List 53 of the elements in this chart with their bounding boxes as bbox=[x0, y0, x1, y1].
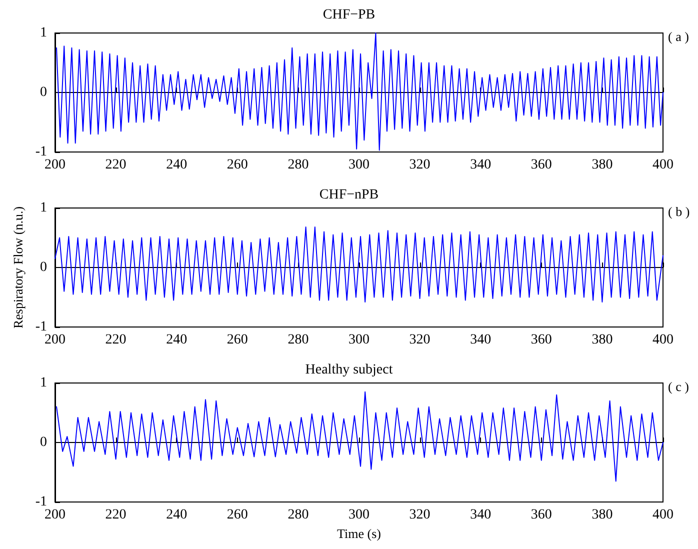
x-tick-label: 240 bbox=[166, 158, 188, 172]
x-tick-label: 340 bbox=[470, 508, 492, 522]
y-tick-label: 1 bbox=[40, 200, 47, 216]
y-tick-label: 1 bbox=[40, 376, 47, 390]
x-tick-label: 260 bbox=[226, 158, 248, 172]
text: ( c ) bbox=[668, 379, 689, 394]
x-tick-label: 400 bbox=[652, 332, 674, 348]
x-tick-label: 240 bbox=[166, 332, 188, 348]
x-tick-label: 340 bbox=[470, 332, 492, 348]
x-tick-label: 300 bbox=[348, 508, 370, 522]
x-tick-label: 300 bbox=[348, 332, 370, 348]
x-tick-label: 380 bbox=[592, 332, 613, 348]
y-tick-label: 0 bbox=[40, 260, 47, 275]
x-tick-label: 380 bbox=[592, 508, 613, 522]
x-axis-title: Time (s) bbox=[337, 526, 381, 541]
x-tick-label: 320 bbox=[409, 332, 430, 348]
y-tick-label: -1 bbox=[35, 320, 47, 334]
x-tick-label: 200 bbox=[44, 332, 66, 348]
y-tick-label: 0 bbox=[40, 435, 47, 450]
x-tick-label: 280 bbox=[288, 508, 309, 522]
line-series bbox=[56, 391, 664, 482]
y-tick-label: -1 bbox=[35, 494, 47, 510]
x-tick-label: 280 bbox=[288, 332, 309, 348]
x-tick-label: 400 bbox=[652, 158, 674, 172]
x-tick-label: 360 bbox=[530, 158, 552, 172]
x-tick-label: 300 bbox=[348, 158, 370, 172]
x-tick-label: 220 bbox=[105, 332, 126, 348]
x-tick-label: 340 bbox=[470, 158, 492, 172]
line-series bbox=[56, 32, 664, 151]
text: ( b ) bbox=[668, 204, 690, 219]
x-tick-label: 360 bbox=[530, 332, 552, 348]
x-tick-label: 220 bbox=[105, 158, 126, 172]
y-tick-label: 0 bbox=[40, 85, 47, 100]
x-tick-label: 240 bbox=[166, 508, 188, 522]
x-tick-label: 320 bbox=[409, 508, 430, 522]
x-tick-label: 200 bbox=[44, 158, 66, 172]
x-tick-label: 220 bbox=[105, 508, 126, 522]
x-tick-label: 260 bbox=[226, 332, 248, 348]
x-tick-label: 260 bbox=[226, 508, 248, 522]
x-tick-label: 360 bbox=[530, 508, 552, 522]
x-tick-label: 380 bbox=[592, 158, 613, 172]
text: ( a ) bbox=[668, 29, 689, 44]
x-tick-label: 200 bbox=[44, 508, 66, 522]
x-tick-label: 320 bbox=[409, 158, 430, 172]
x-tick-label: 400 bbox=[652, 508, 674, 522]
chart-title: CHF−nPB bbox=[319, 188, 379, 202]
y-tick-label: 1 bbox=[40, 26, 47, 40]
y-axis-title: Respiratory Flow (n.u.) bbox=[10, 206, 26, 329]
chart-title: CHF−PB bbox=[322, 8, 376, 22]
x-tick-label: 280 bbox=[288, 158, 309, 172]
line-series bbox=[54, 226, 664, 303]
y-tick-label: -1 bbox=[35, 144, 47, 160]
chart-title: Healthy subject bbox=[305, 362, 393, 378]
